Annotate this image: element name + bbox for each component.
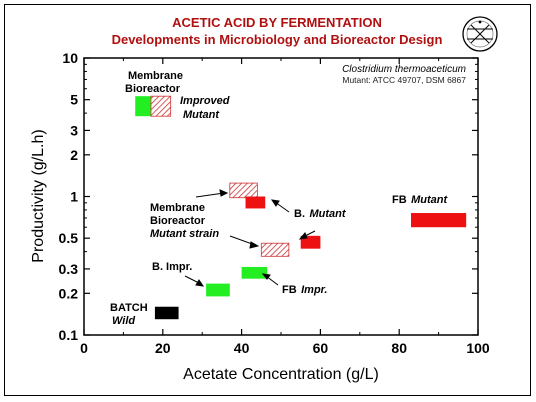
region-membrane-improved-upper xyxy=(229,182,258,199)
annotation-improved-mutant: Improved Mutant xyxy=(180,95,233,121)
x-tick-label: 40 xyxy=(234,340,250,356)
y-axis-label: Productivity (g/L.h) xyxy=(30,129,47,262)
annotation-mutant-strain: Mutant strain xyxy=(150,228,219,240)
data-regions xyxy=(135,95,467,320)
region-membrane-mutant-red xyxy=(245,196,266,209)
annotation-arrows xyxy=(184,189,316,287)
x-axis-label: Acetate Concentration (g/L) xyxy=(183,366,379,383)
y-tick-label: 0.2 xyxy=(59,285,79,301)
annotation-b-mutant: B. Mutant xyxy=(294,204,347,221)
bioreactor-logo-icon xyxy=(462,16,498,52)
chart-frame xyxy=(4,4,531,396)
y-tick-label: 3 xyxy=(70,122,78,138)
y-tick-label: 0.3 xyxy=(59,261,79,277)
annotation-membrane-bioreactor-mid: Membrane Bioreactor xyxy=(150,202,208,227)
y-tick-label: 10 xyxy=(62,50,78,66)
annotation-membrane-bioreactor-top: Membrane Bioreactor xyxy=(125,70,186,95)
axis-ticks: 10 5 3 2 1 0.5 0.3 0.2 0.10 20 40 60 80 100 xyxy=(59,50,490,356)
annotation-fb-impr: FB Impr. xyxy=(282,280,327,297)
x-tick-label: 20 xyxy=(155,340,171,356)
y-tick-label: 5 xyxy=(70,92,78,108)
region-fb-mutant xyxy=(411,213,467,228)
region-fb-improved xyxy=(241,266,268,279)
annotation-fb-mutant: FB Mutant xyxy=(392,190,449,207)
region-membrane-mutant-strain xyxy=(260,242,290,257)
strain-label: Mutant: ATCC 49707, DSM 6867 xyxy=(342,75,466,85)
y-tick-label: 0.1 xyxy=(59,327,79,343)
chart-subtitle: Developments in Microbiology and Bioreac… xyxy=(112,32,443,47)
y-tick-label: 0.5 xyxy=(59,230,79,246)
x-tick-label: 0 xyxy=(80,340,88,356)
region-batch-mutant xyxy=(300,235,321,249)
x-tick-label: 80 xyxy=(391,340,407,356)
annotations: BATCH Wild B. Impr. FB Impr. B. Mutant F… xyxy=(110,70,449,327)
y-tick-label: 2 xyxy=(70,147,78,163)
x-tick-label: 60 xyxy=(313,340,329,356)
region-batch-improved xyxy=(206,283,230,297)
annotation-b-impr: B. Impr. xyxy=(152,261,192,273)
region-membrane-bioreactor-hatch xyxy=(150,95,172,117)
x-tick-label: 100 xyxy=(466,340,490,356)
region-membrane-bioreactor-green xyxy=(135,96,151,117)
chart-title: ACETIC ACID BY FERMENTATION xyxy=(172,15,382,30)
region-batch-wild xyxy=(154,306,179,320)
annotation-batch: BATCH xyxy=(110,302,148,314)
annotation-wild: Wild xyxy=(112,315,135,327)
y-tick-label: 1 xyxy=(70,189,78,205)
organism-label: Clostridium thermoaceticum xyxy=(342,64,466,75)
